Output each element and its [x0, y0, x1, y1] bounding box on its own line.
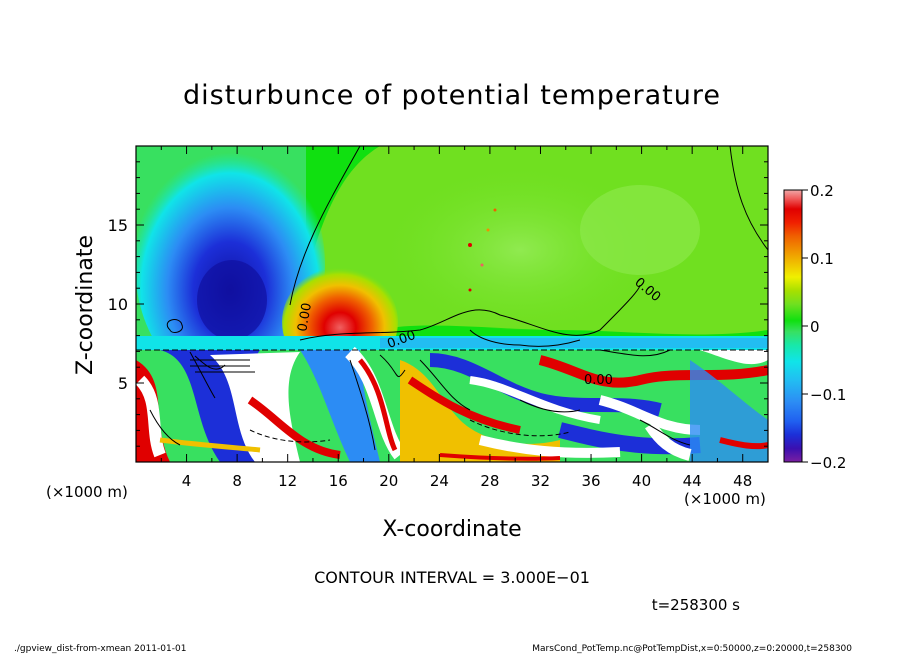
contour-lines — [136, 146, 768, 451]
colorbar-scale — [783, 189, 803, 463]
y-tick-label: 5 — [118, 374, 128, 393]
colorbar-tick-label: 0.1 — [810, 250, 834, 268]
time-label: t=258300 s — [652, 596, 740, 614]
y-axis-title: Z-coordinate — [73, 235, 98, 375]
colorbar-ticks: 0.2 0.1 0 −0.1 −0.2 — [802, 182, 846, 472]
footer-right: MarsCond_PotTemp.nc@PotTempDist,x=0:5000… — [532, 644, 852, 654]
x-tick-label: 24 — [430, 472, 449, 490]
colorbar-tick-label: −0.1 — [810, 386, 846, 404]
x-tick-label: 8 — [232, 472, 242, 490]
x-tick-label: 4 — [182, 472, 192, 490]
x-tick-label: 12 — [278, 472, 297, 490]
x-unit-left: (×1000 m) — [46, 483, 128, 501]
x-tick-label: 48 — [733, 472, 752, 490]
x-unit-right: (×1000 m) — [684, 490, 766, 508]
y-tick-label: 10 — [108, 295, 128, 314]
heatmap-field — [136, 146, 768, 462]
x-tick-label: 40 — [632, 472, 651, 490]
x-tick-label: 44 — [683, 472, 702, 490]
x-tick-label: 20 — [379, 472, 398, 490]
colorbar-tick-label: 0 — [810, 318, 820, 336]
x-axis-title: X-coordinate — [382, 517, 521, 542]
contour-label: 0.00 — [295, 302, 315, 333]
footer-left: ./gpview_dist-from-xmean 2011-01-01 — [14, 644, 186, 654]
colorbar-tick-label: 0.2 — [810, 182, 834, 200]
x-tick-label: 16 — [329, 472, 348, 490]
x-axis: 4 8 12 16 20 24 28 32 36 40 44 48 — [160, 146, 752, 490]
colorbar-tick-label: −0.2 — [810, 454, 846, 472]
contour-label: 0.00 — [584, 373, 613, 388]
x-tick-label: 28 — [480, 472, 499, 490]
y-tick-label: 15 — [108, 216, 128, 235]
y-axis: 5 10 15 — [108, 161, 768, 447]
contour-interval: CONTOUR INTERVAL = 3.000E−01 — [314, 568, 590, 587]
colorbar: 0.2 0.1 0 −0.1 −0.2 — [783, 182, 846, 472]
x-tick-label: 36 — [581, 472, 600, 490]
chart-title: disturbunce of potential temperature — [183, 80, 721, 111]
x-tick-label: 32 — [531, 472, 550, 490]
